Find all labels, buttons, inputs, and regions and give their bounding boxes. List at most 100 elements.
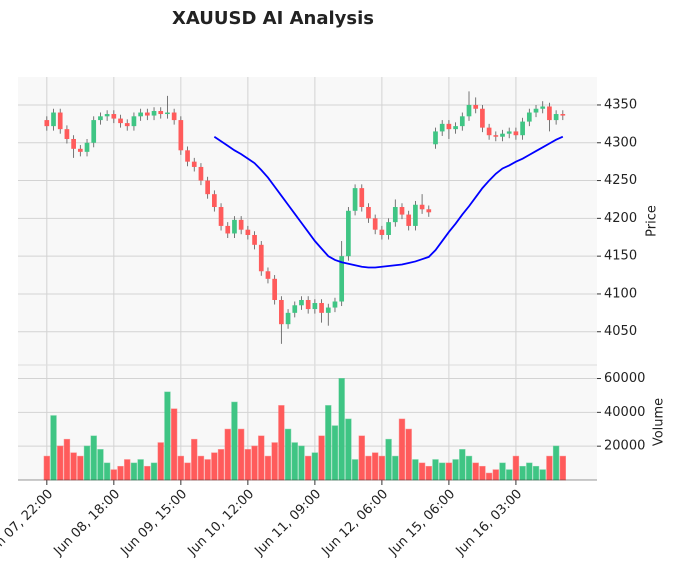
- volume-bar: [398, 418, 406, 481]
- volume-bar: [385, 438, 392, 481]
- volume-tick-label: 20000: [604, 439, 645, 454]
- candle-body: [185, 150, 190, 162]
- volume-bar: [378, 455, 386, 481]
- volume-bar: [43, 455, 50, 481]
- candle-body: [312, 303, 318, 310]
- candle-body: [426, 209, 432, 213]
- volume-bar: [351, 459, 359, 481]
- candle-body: [513, 131, 519, 136]
- candle-body: [325, 307, 331, 313]
- volume-bar: [492, 469, 499, 481]
- volume-bar: [70, 452, 77, 481]
- volume-bar: [231, 401, 238, 481]
- candle-body: [144, 112, 150, 116]
- candle-body: [212, 194, 217, 208]
- volume-bar: [83, 445, 91, 481]
- volume-bar: [552, 445, 560, 481]
- y-tick-label: 4200: [604, 211, 637, 226]
- candle-body: [533, 108, 539, 113]
- candle-body: [446, 123, 452, 130]
- candle-body: [232, 219, 237, 234]
- y-tick-label: 4300: [604, 135, 637, 150]
- y-tick-label: 4150: [604, 249, 637, 264]
- candle-body: [205, 180, 210, 195]
- candle-body: [305, 299, 311, 310]
- volume-bar: [117, 465, 124, 481]
- candle-body: [71, 138, 76, 149]
- volume-bar: [211, 452, 218, 481]
- volume-bar: [318, 435, 325, 481]
- y-axis-label: Price: [645, 205, 660, 237]
- volume-bar: [130, 462, 138, 481]
- candle-body: [124, 123, 130, 127]
- candle-body: [191, 161, 197, 167]
- candle-body: [252, 234, 257, 245]
- volume-bar: [103, 462, 111, 481]
- candle-body: [111, 114, 117, 119]
- volume-bar: [372, 452, 379, 481]
- candle-body: [272, 278, 278, 300]
- volume-bar: [338, 378, 345, 481]
- volume-bar: [170, 408, 178, 481]
- volume-bar: [331, 425, 339, 481]
- volume-bar: [110, 469, 118, 481]
- volume-bar: [150, 462, 158, 481]
- candle-body: [372, 218, 378, 230]
- candle-body: [91, 120, 97, 143]
- candle-body: [419, 204, 425, 210]
- candle-body: [560, 114, 566, 116]
- candle-body: [399, 207, 405, 215]
- volume-bar: [512, 455, 520, 481]
- volume-bar: [532, 465, 540, 481]
- candle-body: [265, 271, 271, 279]
- candle-body: [346, 210, 351, 257]
- volume-bar: [465, 455, 473, 481]
- candle-body: [493, 135, 499, 137]
- volume-bar: [311, 452, 319, 481]
- x-tick-label: Jun 10, 12:00: [185, 487, 258, 560]
- y-tick-label: 4100: [604, 286, 637, 301]
- x-tick-label: Jun 11, 09:00: [252, 487, 325, 560]
- candle-body: [171, 112, 177, 121]
- moving-average-line: [213, 135, 564, 269]
- candle-body: [98, 116, 103, 121]
- candle-body: [413, 204, 418, 226]
- volume-bar: [271, 442, 278, 481]
- candle-body: [245, 229, 251, 235]
- volume-bar: [506, 469, 513, 481]
- chart-title: XAUUSD AI Analysis: [172, 8, 374, 29]
- volume-bar: [50, 415, 57, 481]
- volume-bar: [539, 469, 546, 481]
- volume-bar: [184, 462, 191, 481]
- volume-bar: [217, 449, 225, 481]
- candle-body: [151, 111, 157, 116]
- volume-bar: [291, 442, 298, 481]
- volume-bar: [439, 462, 446, 481]
- volume-bar: [164, 391, 171, 481]
- candle-body: [64, 129, 70, 139]
- volume-bar: [418, 462, 426, 481]
- candle-body: [473, 104, 479, 109]
- candle-body: [486, 127, 492, 136]
- volume-bar: [177, 455, 185, 481]
- candle-body: [526, 112, 532, 122]
- x-tick-label: Jun 16, 03:00: [453, 487, 526, 560]
- candle-body: [285, 312, 291, 325]
- volume-bar: [251, 445, 258, 481]
- candle-body: [547, 106, 552, 121]
- candle-body: [218, 207, 224, 226]
- volume-bar: [191, 438, 198, 481]
- volume-bar: [485, 472, 493, 481]
- candle-body: [57, 112, 63, 130]
- volume-bar: [392, 455, 399, 481]
- candle-body: [51, 112, 56, 127]
- volume-bar: [284, 428, 292, 481]
- volume-bar: [432, 459, 439, 481]
- y-tick-label: 4350: [604, 97, 637, 112]
- y-tick-label: 4050: [604, 324, 637, 339]
- volume-bar: [472, 462, 479, 481]
- volume-bar: [90, 435, 97, 481]
- volume-bar: [452, 459, 459, 481]
- candle-body: [453, 126, 458, 130]
